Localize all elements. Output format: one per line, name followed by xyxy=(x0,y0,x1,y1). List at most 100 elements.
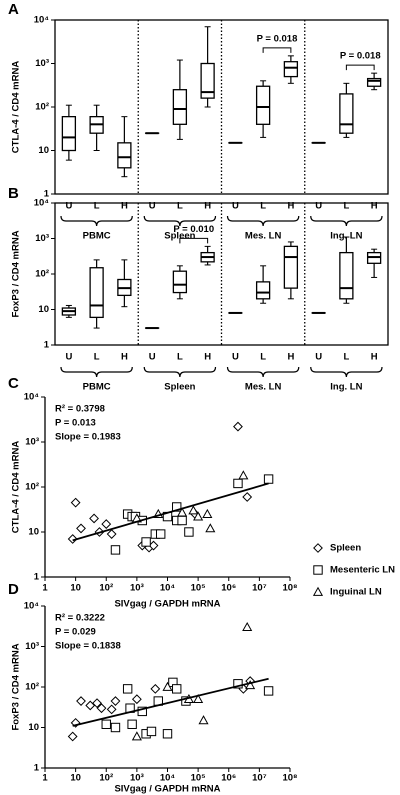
x-tick-label: H xyxy=(287,352,294,363)
point xyxy=(233,478,243,489)
point xyxy=(172,502,182,512)
point xyxy=(110,696,121,706)
x-tick-label: L xyxy=(260,201,266,212)
y-tick-label: 10³ xyxy=(25,437,39,448)
x-tick-label: 10 xyxy=(70,583,81,594)
point xyxy=(205,523,216,533)
point xyxy=(67,534,78,544)
fit-line xyxy=(72,482,269,542)
x-tick-label: U xyxy=(149,201,156,212)
x-tick-label: H xyxy=(287,201,294,212)
x-tick-label: H xyxy=(371,352,378,363)
legend-marker xyxy=(313,543,323,553)
stat-text: Slope = 0.1838 xyxy=(55,641,121,652)
box xyxy=(61,116,77,152)
box xyxy=(339,93,354,134)
x-tick-label: 1 xyxy=(42,583,48,594)
point xyxy=(106,704,117,715)
point xyxy=(122,684,133,694)
x-axis-title: SIVgag / GAPDH mRNA xyxy=(114,784,220,795)
x-tick-label: 10⁶ xyxy=(221,773,236,784)
box xyxy=(255,281,271,300)
y-tick-label: 10² xyxy=(35,102,49,113)
point xyxy=(162,681,173,691)
x-tick-label: 10⁷ xyxy=(252,583,267,594)
y-tick-label: 10⁴ xyxy=(34,15,50,26)
point xyxy=(131,731,142,741)
box xyxy=(172,270,188,294)
group-brace xyxy=(143,215,217,227)
x-tick-label: H xyxy=(204,352,211,363)
point xyxy=(238,470,249,480)
box xyxy=(89,267,104,319)
x-tick-label: L xyxy=(177,352,183,363)
box xyxy=(283,61,299,78)
y-tick-label: 1 xyxy=(34,572,40,583)
x-tick-label: H xyxy=(204,201,211,212)
x-tick-label: 10⁵ xyxy=(191,773,206,784)
point xyxy=(177,515,187,526)
y-tick-label: 10⁴ xyxy=(24,392,40,403)
significance-bracket xyxy=(179,237,209,244)
legend-marker xyxy=(313,565,323,575)
stat-text: R² = 0.3222 xyxy=(55,613,105,624)
point xyxy=(76,523,86,534)
y-tick-label: 10³ xyxy=(25,641,39,652)
point xyxy=(146,726,157,737)
point xyxy=(141,537,151,547)
point xyxy=(188,505,199,515)
y-tick-label: 10 xyxy=(28,527,39,538)
x-tick-label: U xyxy=(315,352,322,363)
x-tick-label: 10⁶ xyxy=(221,583,236,594)
point xyxy=(198,715,209,725)
box xyxy=(117,142,132,169)
point xyxy=(242,621,253,632)
x-tick-label: 10⁸ xyxy=(282,773,297,784)
point xyxy=(92,698,102,709)
group-label: Mes. LN xyxy=(245,382,282,393)
box xyxy=(200,62,215,99)
point xyxy=(233,679,243,689)
y-tick-label: 1 xyxy=(44,340,50,351)
box xyxy=(283,245,299,289)
point xyxy=(101,519,112,529)
point xyxy=(156,529,166,539)
box xyxy=(339,251,354,300)
significance-bracket xyxy=(345,64,375,71)
x-tick-label: 10⁸ xyxy=(282,583,297,594)
y-tick-label: 10 xyxy=(38,145,49,156)
point xyxy=(242,492,253,502)
box xyxy=(366,77,382,87)
x-tick-label: 10⁴ xyxy=(160,583,176,594)
point xyxy=(70,497,81,508)
stat-text: Slope = 0.1983 xyxy=(55,432,121,443)
x-tick-label: U xyxy=(149,352,156,363)
group-brace xyxy=(310,366,383,378)
point xyxy=(202,508,213,518)
point xyxy=(131,694,142,705)
group-brace xyxy=(143,366,217,378)
group-brace xyxy=(60,366,133,378)
x-tick-label: H xyxy=(121,201,128,212)
x-tick-label: U xyxy=(232,352,239,363)
panel-label: A xyxy=(8,1,19,18)
point xyxy=(193,511,204,521)
x-tick-label: L xyxy=(343,352,349,363)
legend-label: Spleen xyxy=(330,543,361,554)
x-tick-label: U xyxy=(65,352,72,363)
x-tick-label: 10 xyxy=(70,773,81,784)
panel-label: B xyxy=(8,185,19,202)
stat-text: R² = 0.3798 xyxy=(55,404,105,415)
point xyxy=(67,731,78,742)
point xyxy=(106,529,117,539)
x-axis-title: SIVgag / GAPDH mRNA xyxy=(114,599,220,610)
x-tick-label: 10⁵ xyxy=(191,583,206,594)
x-tick-label: U xyxy=(65,201,72,212)
point xyxy=(127,719,137,729)
x-tick-label: L xyxy=(94,352,100,363)
panel-label: D xyxy=(8,581,19,598)
x-tick-label: L xyxy=(260,352,266,363)
point xyxy=(110,722,121,733)
point xyxy=(110,545,121,555)
